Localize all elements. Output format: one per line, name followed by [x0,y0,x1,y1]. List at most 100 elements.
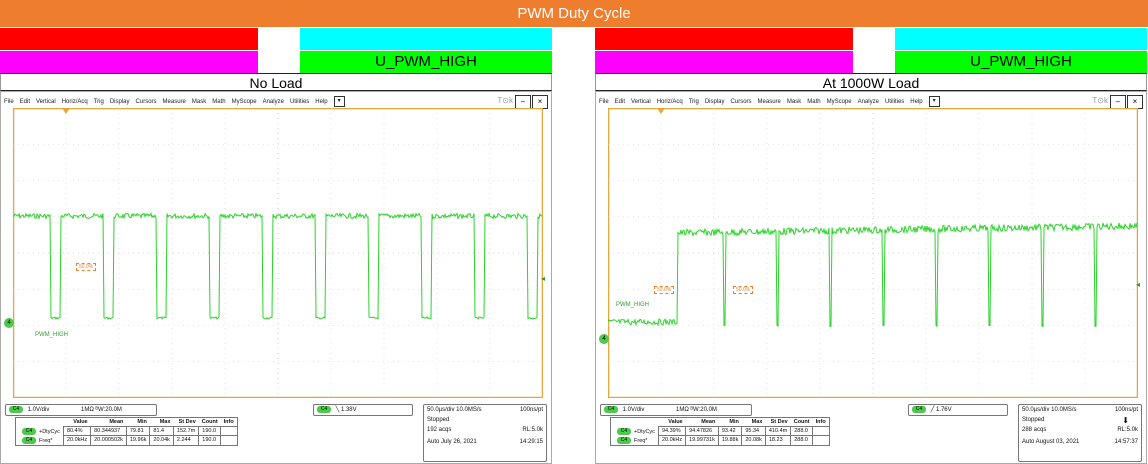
channel-4-icon: C4 [617,436,631,444]
menu-trig[interactable]: Trig [93,99,104,105]
menu-edit[interactable]: Edit [19,99,31,105]
meas-name: Freq* [634,437,648,444]
meas-header: Mean [109,419,124,425]
menu-cursors[interactable]: Cursors [730,99,752,105]
acquisition-info[interactable]: 50.0µs/div 10.0MS/s 100ns/pt Stopped ⬇ 2… [1018,404,1142,462]
pwm-trace [608,221,1138,328]
cursor-tag: 50.0% [76,263,97,271]
menu-measure[interactable]: Measure [757,99,781,105]
load-label: At 1000W Load [595,73,1147,91]
trigger-level-arrow-icon: ◂ [540,274,545,283]
menu-utilities[interactable]: Utilities [289,99,310,105]
menu-help[interactable]: Help [910,99,923,105]
ch-scale: 1.0V/div [27,407,50,414]
menu-file[interactable]: File [599,99,609,105]
meas-cell: 20.08k [741,435,766,446]
status-area: C4 1.0V/div 1MΩ ᴮW:20.0M C4 ╲ 1.38V 50.0… [5,404,547,462]
trigger-info[interactable]: C4 ╲ 1.38V [313,404,413,416]
menu-math[interactable]: Math [212,99,226,105]
dropdown-arrow-icon[interactable]: ▾ [333,95,345,107]
magenta-band [0,51,258,73]
meas-cell: 81.4 [149,426,174,436]
acq-state: Stopped [1022,417,1045,423]
menu-horiz-acq[interactable]: Horiz/Acq [61,99,88,105]
meas-cell: 20.04k [149,435,174,446]
cyan-band [895,28,1147,50]
menu-file[interactable]: File [4,99,14,105]
meas-cell [812,426,830,436]
trigger-level-arrow-icon: ◂ [1135,280,1140,289]
meas-row-freq: C4 Freq* 20.0kHz 20.000502k 19.96k 20.04k… [16,435,238,446]
acq-state: Stopped [427,417,450,423]
signal-band-label: U_PWM_HIGH [300,51,552,73]
meas-cell: 190.0 [198,435,222,446]
status-area: C4 1.0V/div 1MΩ ᴮW:20.0M C4 ╱ 1.76V 50.0… [600,404,1142,462]
menu-mask[interactable]: Mask [191,99,207,105]
meas-cell: 152.7m [172,426,200,436]
red-band [595,28,853,50]
channel-info[interactable]: C4 1.0V/div 1MΩ ᴮW:20.0M [5,404,157,416]
load-label: No Load [0,73,552,91]
trigger-info[interactable]: C4 ╱ 1.76V [908,404,1008,416]
menu-myscope[interactable]: MyScope [826,99,852,105]
channel-ref-marker: 4 [4,318,14,328]
menu-horiz-acq[interactable]: Horiz/Acq [656,99,683,105]
meas-cell [220,426,238,436]
meas-cell [812,435,830,446]
measurement-table: Value Mean Min Max St Dev Count Info C4 +… [15,417,238,446]
trigger-position-icon [62,108,70,114]
minimize-icon[interactable]: – [1110,95,1126,109]
meas-header: Max [751,419,763,425]
meas-row-duty: C4 +DtyCyc 94.39% 94.47826 93.42 95.34 41… [611,426,830,436]
menu-mask[interactable]: Mask [786,99,802,105]
tek-logo-icon: T⊙k [497,96,513,105]
menu-display[interactable]: Display [109,99,130,105]
menu-trig[interactable]: Trig [688,99,699,105]
menu-myscope[interactable]: MyScope [231,99,257,105]
meas-cell: 80.4% [62,426,92,436]
close-icon[interactable]: × [1127,95,1143,109]
meas-header: Value [668,419,683,425]
menu-edit[interactable]: Edit [614,99,626,105]
menu-help[interactable]: Help [315,99,328,105]
waveform-plot: 4 ◂ PWM_HIGH 50.0% [4,108,545,398]
meas-cell: 288.0 [790,426,814,436]
meas-cell: 18.23 [764,435,792,446]
menu-math[interactable]: Math [807,99,821,105]
chart-title: PWM Duty Cycle [0,0,1148,27]
scope-menubar: File Edit Vertical Horiz/Acq Trig Display Curs… [4,94,548,110]
meas-cell: 79.81 [125,426,151,436]
trace-label: PWM_HIGH [35,332,68,338]
meas-cell: 20.000502k [90,435,127,446]
timebase: 50.0µs/div 10.0MS/s [427,407,482,413]
menu-analyze[interactable]: Analyze [262,99,284,105]
channel-info[interactable]: C4 1.0V/div 1MΩ ᴮW:20.0M [600,404,752,416]
menu-display[interactable]: Display [704,99,725,105]
acquisition-info[interactable]: 50.0µs/div 10.0MS/s 100ns/pt Stopped 192… [423,404,547,462]
meas-header: Info [815,419,826,425]
meas-row-duty: C4 +DtyCyc 80.4% 80.344937 79.81 81.4 152… [16,426,238,436]
minimize-icon[interactable]: – [515,95,531,109]
dropdown-arrow-icon[interactable]: ▾ [928,95,940,107]
menu-vertical[interactable]: Vertical [631,99,651,105]
panel-no-load: U_PWM_HIGH No Load File Edit Vertical Horiz… [0,28,552,464]
meas-cell: 19.96k [125,435,151,446]
acq-count: 192 acqs [427,427,452,433]
close-icon[interactable]: × [532,95,548,109]
meas-header: Mean [701,419,716,425]
menu-measure[interactable]: Measure [162,99,186,105]
menu-vertical[interactable]: Vertical [36,99,56,105]
waveform-svg [13,108,543,398]
meas-name: +DtyCyc [634,428,655,435]
menu-utilities[interactable]: Utilities [884,99,905,105]
menu-analyze[interactable]: Analyze [857,99,879,105]
time: 14:29:15 [519,439,543,445]
scope-window: File Edit Vertical Horiz/Acq Trig Display Curs… [595,91,1147,464]
meas-cell: 19.88k [717,435,743,446]
meas-header: Count [201,419,218,425]
acq-count: 288 acqs [1022,427,1047,433]
menu-cursors[interactable]: Cursors [135,99,157,105]
meas-cell: 2.244 [172,435,200,446]
falling-edge-icon: ╲ [335,407,340,414]
channel-4-icon: C4 [22,436,36,444]
